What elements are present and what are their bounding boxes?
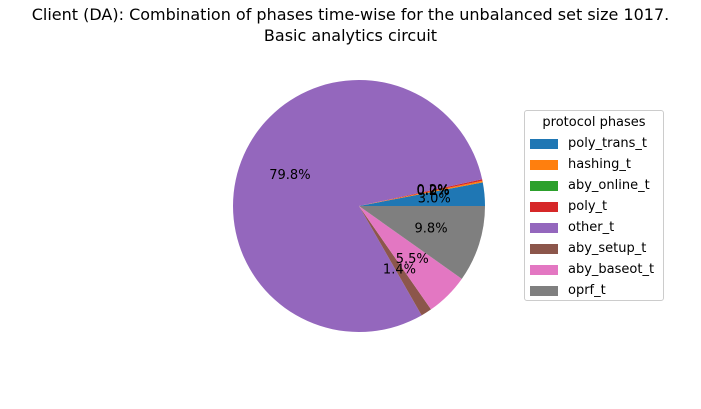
legend-swatch (530, 138, 558, 149)
legend-label: aby_online_t (568, 178, 650, 193)
pie-slice-hashing-t (359, 180, 483, 206)
legend-title: protocol phases (542, 115, 646, 130)
slice-label-other-t: 79.8% (269, 168, 310, 183)
slice-label-hashing-t: 0.2% (417, 184, 450, 199)
legend-swatch (530, 201, 558, 212)
pie-slice-other-t (233, 79, 483, 333)
legend-item-aby-online-t: aby_online_t (525, 175, 663, 196)
slice-label-aby-online-t: 0.0% (417, 183, 450, 198)
legend-swatch (530, 243, 558, 254)
legend-item-other-t: other_t (525, 217, 663, 238)
pie-slice-oprf-t (359, 206, 485, 279)
chart-title: Client (DA): Combination of phases time-… (31, 5, 670, 24)
pie-slice-aby-setup-t (359, 206, 432, 316)
legend-item-poly-t: poly_t (525, 196, 663, 217)
slice-label-aby-baseot-t: 5.5% (396, 252, 429, 267)
legend-swatch (530, 159, 558, 170)
legend-swatch (530, 180, 558, 191)
legend-label: other_t (568, 220, 615, 235)
legend-label: oprf_t (568, 283, 606, 298)
legend-swatch (530, 222, 558, 233)
legend-item-hashing-t: hashing_t (525, 154, 663, 175)
legend-label: poly_trans_t (568, 136, 648, 151)
legend-swatch (530, 285, 558, 296)
slice-label-poly-trans-t: 3.0% (418, 191, 451, 206)
legend-item-poly-trans-t: poly_trans_t (525, 133, 663, 154)
legend-label: poly_t (568, 199, 608, 214)
pie-slice-poly-trans-t (359, 182, 485, 206)
slice-label-poly-t: 0.2% (416, 183, 449, 198)
pie-slice-poly-t (359, 179, 483, 206)
pie-slice-aby-baseot-t (359, 206, 462, 310)
legend-label: aby_setup_t (568, 241, 647, 256)
legend-label: hashing_t (568, 157, 631, 172)
slice-label-oprf-t: 9.8% (415, 221, 448, 236)
legend-item-aby-baseot-t: aby_baseot_t (525, 259, 663, 280)
legend-item-aby-setup-t: aby_setup_t (525, 238, 663, 259)
chart-subtitle: Basic analytics circuit (263, 26, 438, 45)
legend-label: aby_baseot_t (568, 262, 655, 277)
legend-item-oprf-t: oprf_t (525, 280, 663, 301)
slice-label-aby-setup-t: 1.4% (383, 262, 416, 277)
legend-swatch (530, 264, 558, 275)
